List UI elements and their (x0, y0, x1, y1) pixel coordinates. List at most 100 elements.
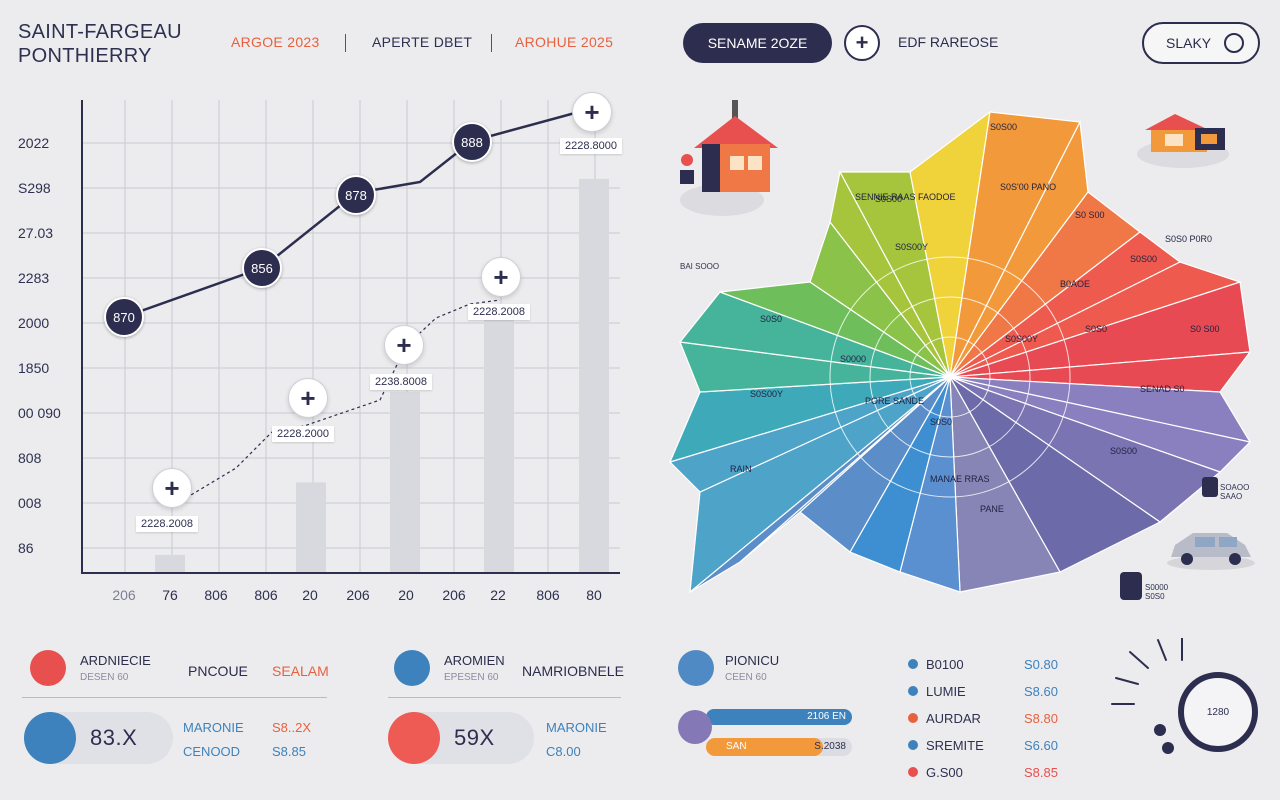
list-item-label: G.S00 (926, 765, 963, 780)
list-item-dot (908, 659, 918, 669)
chart-bar (296, 482, 326, 573)
user-button[interactable]: SLAKY (1142, 22, 1260, 64)
x-tick-label: 76 (162, 587, 178, 603)
progress-avatar (678, 650, 714, 686)
card2-title: AROMIEN (444, 653, 505, 668)
gauge-rays (1111, 638, 1183, 754)
map-side-note: SOAOO SAAO (1220, 483, 1250, 501)
nav-divider (345, 34, 346, 52)
add-button[interactable]: + (844, 25, 880, 61)
add-point-button[interactable]: + (481, 257, 521, 297)
data-callout: 2238.8008 (370, 374, 432, 390)
pin-icon (1120, 572, 1142, 600)
x-tick-label: 206 (346, 587, 370, 603)
data-point[interactable]: 870 (104, 297, 144, 337)
data-point[interactable]: 888 (452, 122, 492, 162)
y-tick-label: 2000 (18, 315, 50, 331)
map-region-label: MANAE RRAS (930, 474, 990, 484)
data-callout: 2228.2008 (468, 304, 530, 320)
map-region-label: S0S'00 PANO (1000, 182, 1056, 192)
card1-title: ARDNIECIE (80, 653, 151, 668)
y-tick-label: 808 (18, 450, 42, 466)
list-item-value: S0.80 (1024, 657, 1058, 672)
card2-m1: MARONIE (546, 720, 607, 735)
nav-divider (491, 34, 492, 52)
nav-link-1[interactable]: ARGOE 2023 (231, 34, 320, 50)
progress-bar-2-value: S.2038 (814, 741, 846, 752)
card2-subtitle: EPESEN 60 (444, 672, 499, 683)
list-item-dot (908, 686, 918, 696)
chart-area (0, 80, 640, 610)
map-region-label: S0000 (840, 354, 866, 364)
y-tick-label: 00 090 (18, 405, 61, 421)
card2-metric-dot (388, 712, 440, 764)
card1-m2: CENOOD (183, 744, 241, 759)
plus-icon: + (855, 30, 869, 55)
x-tick-label: 80 (586, 587, 602, 603)
card1-v1: S8..2X (272, 720, 312, 735)
x-tick-label: 206 (442, 587, 466, 603)
divider (22, 697, 327, 698)
home-icon (1137, 114, 1229, 168)
card1-subtitle: DESEN 60 (80, 672, 129, 683)
line-bar-chart (81, 100, 620, 574)
map-region-label: S0S0 (930, 417, 952, 427)
progress-bar-1-fill (706, 709, 852, 725)
house-icon (680, 100, 778, 216)
map-ring (829, 256, 1071, 498)
nav-link-3[interactable]: AROHUE 2025 (515, 34, 614, 50)
card1-metric-dot (24, 712, 76, 764)
divider (388, 697, 621, 698)
x-tick-label: 20 (302, 587, 318, 603)
x-tick-label: 20 (398, 587, 414, 603)
card2-metric-value: 59X (454, 725, 495, 750)
x-tick-label: 22 (490, 587, 506, 603)
card1-col3: SEALAM (272, 663, 329, 679)
list-item-label: AURDAR (926, 711, 981, 726)
map-ring (909, 336, 991, 418)
gauge: 1280 (1178, 672, 1258, 752)
map-region-label: S0S00Y (750, 389, 783, 399)
nav-link-2[interactable]: APERTE DBET (372, 34, 473, 50)
y-tick-label: 1850 (18, 360, 50, 376)
map-region-label: PORE SANDE (865, 396, 924, 406)
chart-bar (155, 554, 185, 573)
list-item-value: S8.80 (1024, 711, 1058, 726)
map-side-note: BAI SOOO (680, 262, 720, 271)
map-region-label: PANE (980, 504, 1004, 514)
map-region-label: S0S00Y (895, 242, 928, 252)
card2-col2: NAMRIOBNELE (522, 663, 624, 679)
map-region-label: S0S00 (875, 194, 902, 204)
list-item-value: S8.85 (1024, 765, 1058, 780)
map-region-label: RAIN (730, 464, 752, 474)
progress-bar-2-fill (706, 738, 823, 756)
scenario-button[interactable]: SENAME 2OZE (683, 23, 832, 63)
list-item-dot (908, 740, 918, 750)
map-regions (668, 110, 1252, 594)
add-point-button[interactable]: + (288, 378, 328, 418)
card1-v2: S8.85 (272, 744, 306, 759)
app-brand: SAINT-FARGEAU PONTHIERRY (18, 21, 182, 67)
account-icon (1224, 33, 1244, 53)
data-point[interactable]: 878 (336, 175, 376, 215)
y-tick-label: S298 (18, 180, 51, 196)
y-tick-label: 2283 (18, 270, 50, 286)
map-region[interactable] (829, 170, 951, 378)
map-region-label: S0S00Y (1005, 334, 1038, 344)
card1-m1: MARONIE (183, 720, 244, 735)
card2-m2: C8.00 (546, 744, 581, 759)
progress-title: PIONICU (725, 653, 780, 668)
data-point[interactable]: 856 (242, 248, 282, 288)
user-button-label: SLAKY (1166, 35, 1212, 51)
map-region-label: S0S00 (990, 122, 1017, 132)
card1-col2: PNCOUE (188, 663, 248, 679)
list-item-value: S6.60 (1024, 738, 1058, 753)
map-region-label: SENAD S0 (1140, 384, 1185, 394)
add-point-button[interactable]: + (572, 92, 612, 132)
building-badge-icon (394, 650, 430, 686)
add-point-button[interactable]: + (384, 325, 424, 365)
y-tick-label: 2022 (18, 135, 50, 151)
add-point-button[interactable]: + (152, 468, 192, 508)
map-ring (869, 296, 1031, 458)
